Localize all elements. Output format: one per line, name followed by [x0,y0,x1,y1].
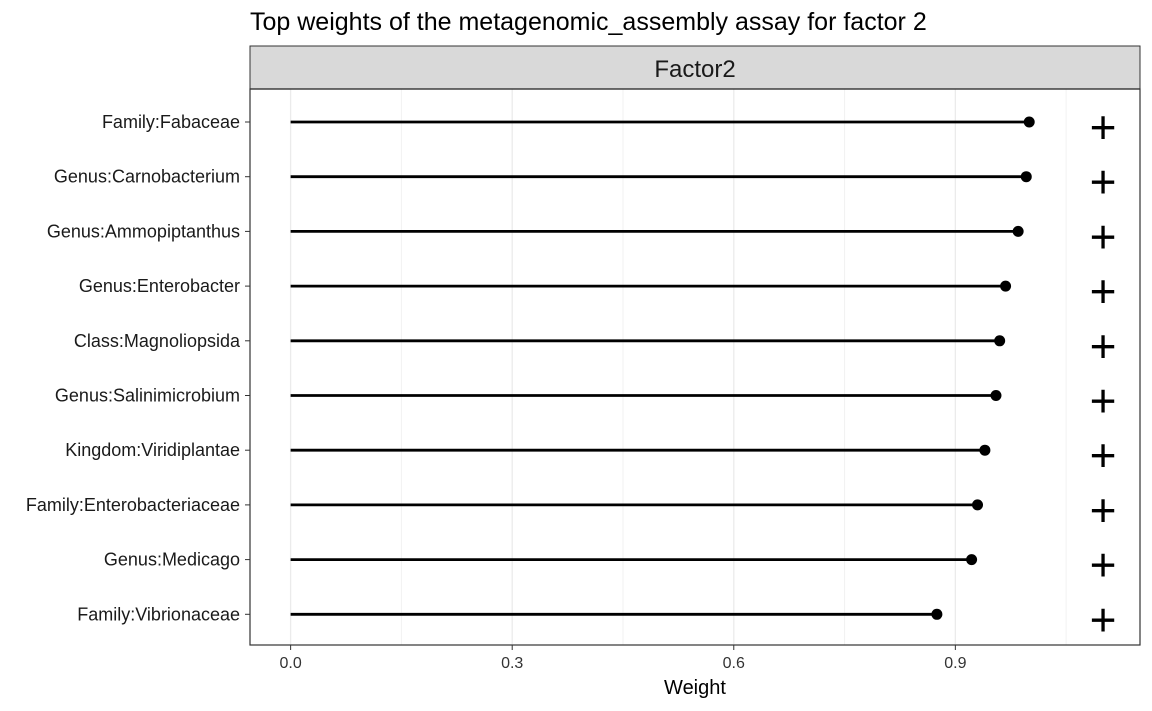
y-tick-label: Family:Fabaceae [102,112,240,132]
lollipop-point [931,608,943,620]
lollipop-point [1012,225,1024,237]
x-axis-ticks: 0.0 0.3 0.6 0.9 [279,645,967,672]
y-tick-label: Kingdom:Viridiplantae [65,440,240,460]
y-tick-label: Class:Magnoliopsida [74,331,241,351]
facet-strip [249,45,1141,90]
y-tick-label: Genus:Medicago [104,550,240,570]
y-axis-ticks [245,121,250,615]
sign-marker: + [1090,156,1117,208]
y-tick-label: Family:Vibrionaceae [77,604,240,624]
x-tick-label: 0.6 [723,655,745,672]
lollipop-point [994,335,1006,347]
sign-marker: + [1090,375,1117,427]
x-axis-title: Weight [664,677,726,699]
plot-panel [250,89,1140,645]
sign-marker: + [1090,539,1117,591]
sign-marker: + [1090,484,1117,536]
sign-marker: + [1090,429,1117,481]
grid-lines [289,89,1067,645]
sign-markers: ++++++++++ [1090,101,1117,645]
lollipop-point [990,390,1002,401]
lollipop-stems [290,120,1030,616]
lollipop-point [979,444,991,456]
sign-marker: + [1090,210,1117,262]
y-tick-label: Genus:Carnobacterium [54,167,240,187]
facet-strip-label: Factor2 [654,56,735,83]
sign-marker: + [1090,320,1117,372]
x-tick-label: 0.9 [944,655,966,672]
chart-title: Top weights of the metagenomic_assembly … [250,8,927,36]
y-axis-labels: Family:Fabaceae Genus:Carnobacterium Genus… [26,112,241,624]
lollipop-point [966,554,978,566]
x-tick-label: 0.3 [501,655,523,672]
lollipop-point [1020,171,1032,183]
lollipop-point [1000,280,1012,292]
lollipop-point [972,499,984,511]
y-tick-label: Genus:Salinimicrobium [55,386,240,406]
lollipop-points [931,116,1035,620]
x-tick-label: 0.0 [279,655,301,672]
sign-marker: + [1090,593,1117,645]
y-tick-label: Family:Enterobacteriaceae [26,495,240,515]
sign-marker: + [1090,265,1117,317]
y-tick-label: Genus:Enterobacter [79,276,240,296]
y-tick-label: Genus:Ammopiptanthus [47,221,240,241]
lollipop-point [1023,116,1035,128]
sign-marker: + [1090,101,1117,153]
